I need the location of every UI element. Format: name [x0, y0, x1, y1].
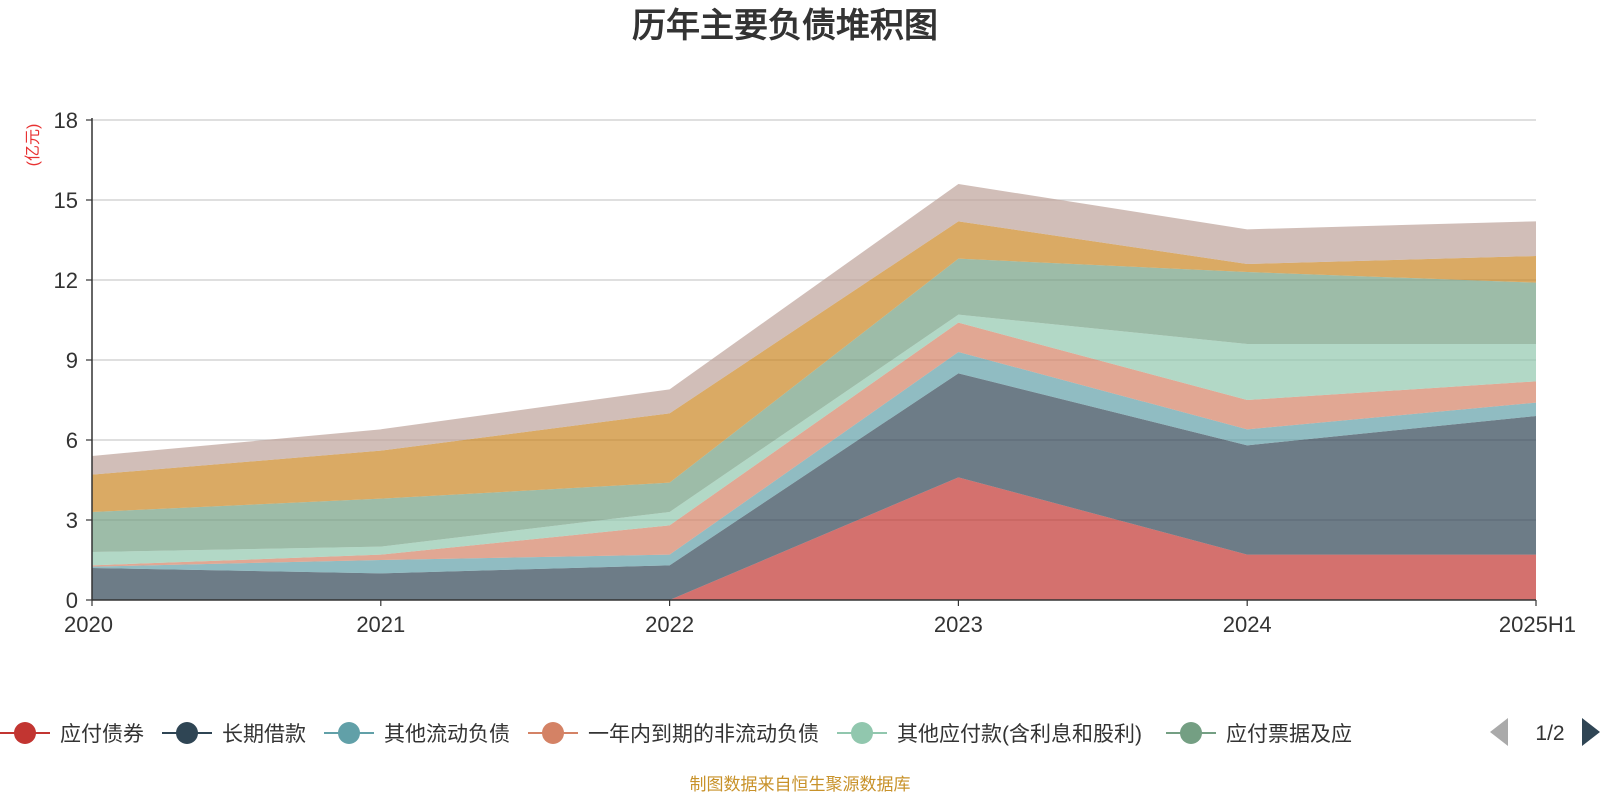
area-series-2 — [92, 373, 1536, 600]
x-tick-label: 2021 — [356, 612, 405, 637]
area-series-7 — [92, 221, 1536, 513]
legend-label: 应付票据及应 — [1226, 723, 1352, 746]
area-series-6 — [92, 258, 1536, 552]
legend-item[interactable]: 应付票据及应 — [1166, 722, 1352, 746]
legend-circle-marker — [542, 722, 564, 744]
y-tick-label: 3 — [66, 508, 78, 533]
data-source-footer: 制图数据来自恒生聚源数据库 — [690, 775, 911, 794]
legend-label: 长期借款 — [222, 723, 306, 746]
area-series-8 — [92, 184, 1536, 475]
legend-next-page-icon[interactable] — [1582, 718, 1600, 746]
y-tick-label: 18 — [54, 108, 78, 133]
legend-label: 应付债券 — [60, 723, 144, 746]
legend-item[interactable]: 应付债券 — [0, 722, 144, 746]
legend-prev-page-icon[interactable] — [1490, 718, 1508, 746]
area-series-layer — [92, 184, 1536, 600]
axes: 0 3 6 9 12 15 18 2020 2021 2022 2023 2024 2025H1 — [54, 108, 1576, 637]
x-tick-label: 2020 — [64, 612, 113, 637]
legend-item[interactable]: 一年内到期的非流动负债 — [528, 722, 819, 746]
area-series-4 — [92, 322, 1536, 567]
x-tick-label: 2025H1 — [1499, 612, 1576, 637]
legend-circle-marker — [338, 722, 360, 744]
y-tick-label: 9 — [66, 348, 78, 373]
legend-circle-marker — [176, 722, 198, 744]
y-axis-unit-label: (亿元) — [24, 124, 42, 167]
legend-label: 一年内到期的非流动负债 — [588, 723, 819, 746]
area-series-1 — [92, 477, 1536, 600]
legend[interactable]: 应付债券 长期借款 其他流动负债 一年内到期的非流动负债 其他应付款(含利息和股利) 应付… — [0, 722, 1352, 746]
legend-pager: 1/2 — [1490, 718, 1600, 746]
legend-label: 其他应付款(含利息和股利) — [897, 723, 1142, 746]
legend-page-indicator: 1/2 — [1535, 722, 1564, 745]
legend-item[interactable]: 其他应付款(含利息和股利) — [837, 722, 1142, 746]
y-tick-label: 12 — [54, 268, 78, 293]
y-tick-label: 15 — [54, 188, 78, 213]
x-tick-label: 2023 — [934, 612, 983, 637]
y-tick-label: 6 — [66, 428, 78, 453]
x-tick-label: 2022 — [645, 612, 694, 637]
x-tick-label: 2024 — [1223, 612, 1272, 637]
area-series-5 — [92, 314, 1536, 566]
legend-item[interactable]: 其他流动负债 — [324, 722, 510, 746]
area-series-3 — [92, 352, 1536, 574]
legend-circle-marker — [14, 722, 36, 744]
legend-label: 其他流动负债 — [384, 723, 510, 746]
legend-circle-marker — [1180, 722, 1202, 744]
legend-circle-marker — [851, 722, 873, 744]
legend-item[interactable]: 长期借款 — [162, 722, 306, 746]
y-tick-label: 0 — [66, 588, 78, 613]
chart-title: 历年主要负债堆积图 — [632, 7, 938, 45]
